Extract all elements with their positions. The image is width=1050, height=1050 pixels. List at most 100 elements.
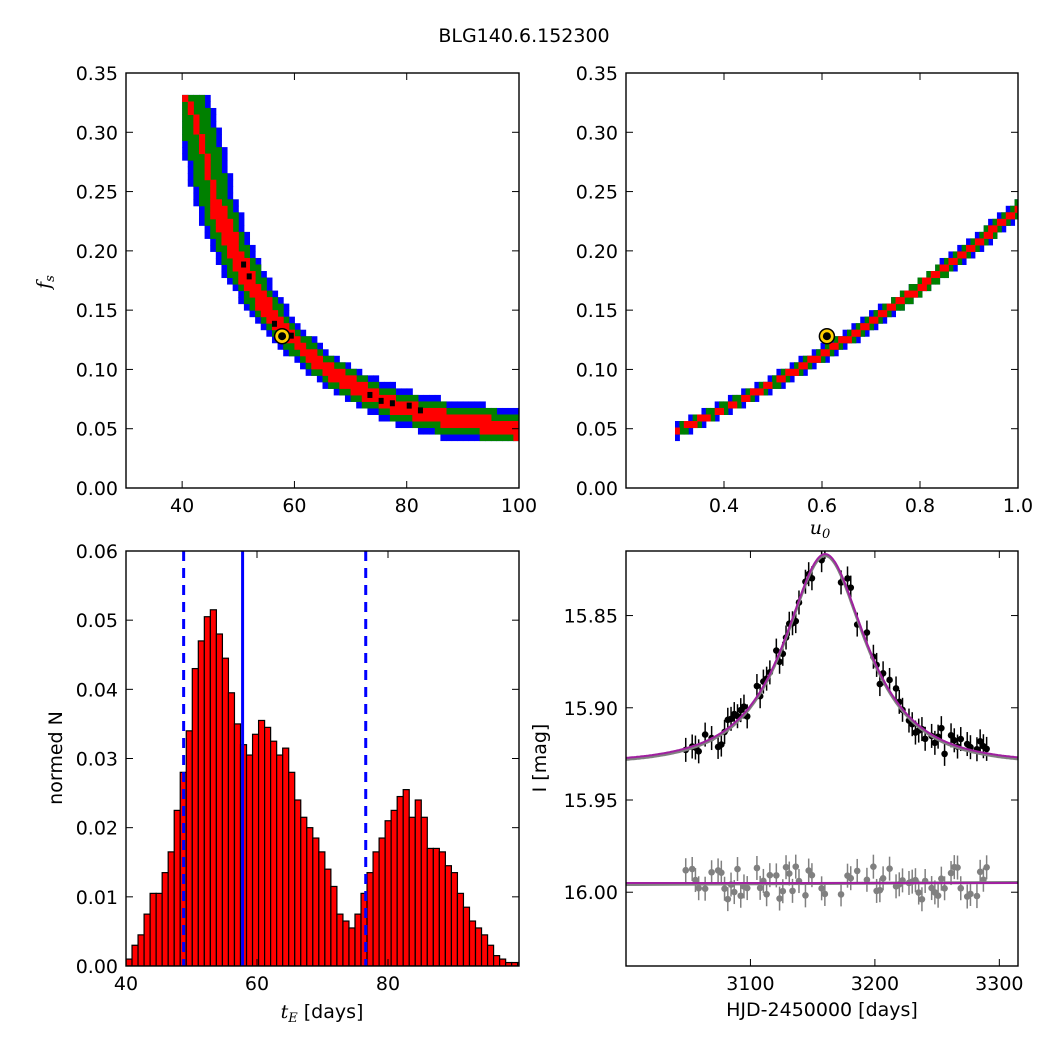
histogram-bar [245,754,254,966]
p1-cell-outer [316,375,323,383]
p1-cell-inner [182,94,189,102]
p1-cell-middle [395,414,402,422]
data-point [727,715,735,723]
p1-cell-inner [232,251,239,259]
p1-cell-middle [193,153,200,161]
p1-cell-middle [328,355,335,363]
p1-cell-outer [271,290,279,298]
p2-cell-outer [767,375,773,383]
p1-cell-middle [193,166,200,174]
p2-cell-middle [917,290,923,298]
p2-cell-middle [772,381,777,389]
p1-cell-middle [513,414,519,422]
p2-ticks: 0.4 0.6 0.8 1.0 0.00 0.05 0.10 0.15 0.20 0.25 0.30… [576,63,1033,517]
p1-cell-middle [440,401,447,409]
p1-cell-outer [215,127,222,135]
p1-cell-middle [210,173,217,181]
p1-cell-middle [187,134,194,142]
p1-cell-outer [333,355,340,363]
p2-cell-outer [842,342,848,350]
p1-cell-inner [210,199,217,207]
p2-cell-middle [679,421,685,429]
p2-cell-inner [873,316,879,324]
y-tick-label: 0.30 [76,122,118,144]
p1-cell-inner [367,394,374,402]
p1-cell-middle [490,434,498,442]
p1-cell-middle [378,407,385,415]
p1-cell-outer [305,368,312,376]
p2-cell-inner [996,218,1002,226]
p1-cell-outer [238,218,245,226]
p1-cell-middle [193,160,200,168]
p1-cell-outer [356,401,363,409]
p1-cell-middle [198,199,206,207]
resid-point [818,885,825,892]
p1-cell-middle [210,127,217,135]
p1-cell-middle [204,186,211,194]
p1-cell-inner [204,153,211,161]
p2-cell-outer [741,401,747,409]
p1-cell-inner [271,310,279,318]
p1-cell-middle [204,212,211,220]
p2-cell-outer [873,323,879,331]
y-tick-label: 0.35 [76,63,118,85]
p1-cell-middle [373,401,380,409]
p1-cell-middle [238,244,245,252]
p1-cell-inner [210,186,217,194]
p1-cell-inner [507,421,514,429]
p2-cell-inner [701,414,707,422]
p1-cell-outer [429,427,436,435]
p1-cell-middle [367,401,374,409]
data-point [863,629,871,636]
p1-cell-inner [221,238,228,246]
histogram-bar [330,885,338,966]
figure-title: BLG140.6.152300 [438,25,609,47]
p2-cell-middle [1005,218,1011,226]
p1-cell-inner [322,368,329,376]
p2-cell-middle [948,264,954,272]
p2-cell-inner [780,375,786,383]
p1-cell-outer [288,316,295,324]
p2-cell-outer [842,329,848,337]
p1-cell-outer [238,297,245,305]
data-point [892,685,900,692]
p2-cell-inner [811,355,817,363]
p2-cell-middle [732,394,738,402]
p1-cell-inner [255,284,262,292]
p2-cell-outer [860,316,866,324]
p2-cell-inner [842,336,848,344]
p1-cell-middle [474,427,481,435]
p2-cell-middle [913,284,919,292]
p1-cell-middle [227,264,234,272]
p1-cell-inner [412,401,419,409]
data-point [808,574,816,582]
p1-cell-middle [277,303,284,311]
p1-cell-inner [462,414,469,422]
y-tick-label: 0.30 [576,122,618,144]
p2-cell-inner [838,336,844,344]
p1-cell-inner [417,414,425,422]
p1-cell-inner [361,381,368,389]
p1-cell-outer [187,160,194,168]
p1-cell-middle [384,388,391,396]
p2-cell-middle [926,284,932,292]
p1-ylabel: fs [33,275,58,291]
data-point [950,736,958,744]
p1-core-point [417,407,423,414]
p1-cell-outer [193,192,200,200]
p1-cell-inner [328,368,335,376]
p1-cell-middle [462,407,469,415]
p2-cell-outer [798,355,804,363]
p1-cell-inner [271,316,279,324]
p1-cell-outer [198,205,206,213]
p1-cell-outer [322,381,329,389]
p1-cell-inner [249,277,256,285]
p1-cell-middle [198,127,206,135]
x-tick-label: 3100 [726,973,774,995]
p1-cell-outer [468,434,475,442]
histogram-bar [499,958,507,966]
p1-cell-middle [210,147,217,155]
p1-cell-outer [249,310,256,318]
p1-cell-inner [249,290,256,298]
p2-cell-outer [966,238,971,246]
